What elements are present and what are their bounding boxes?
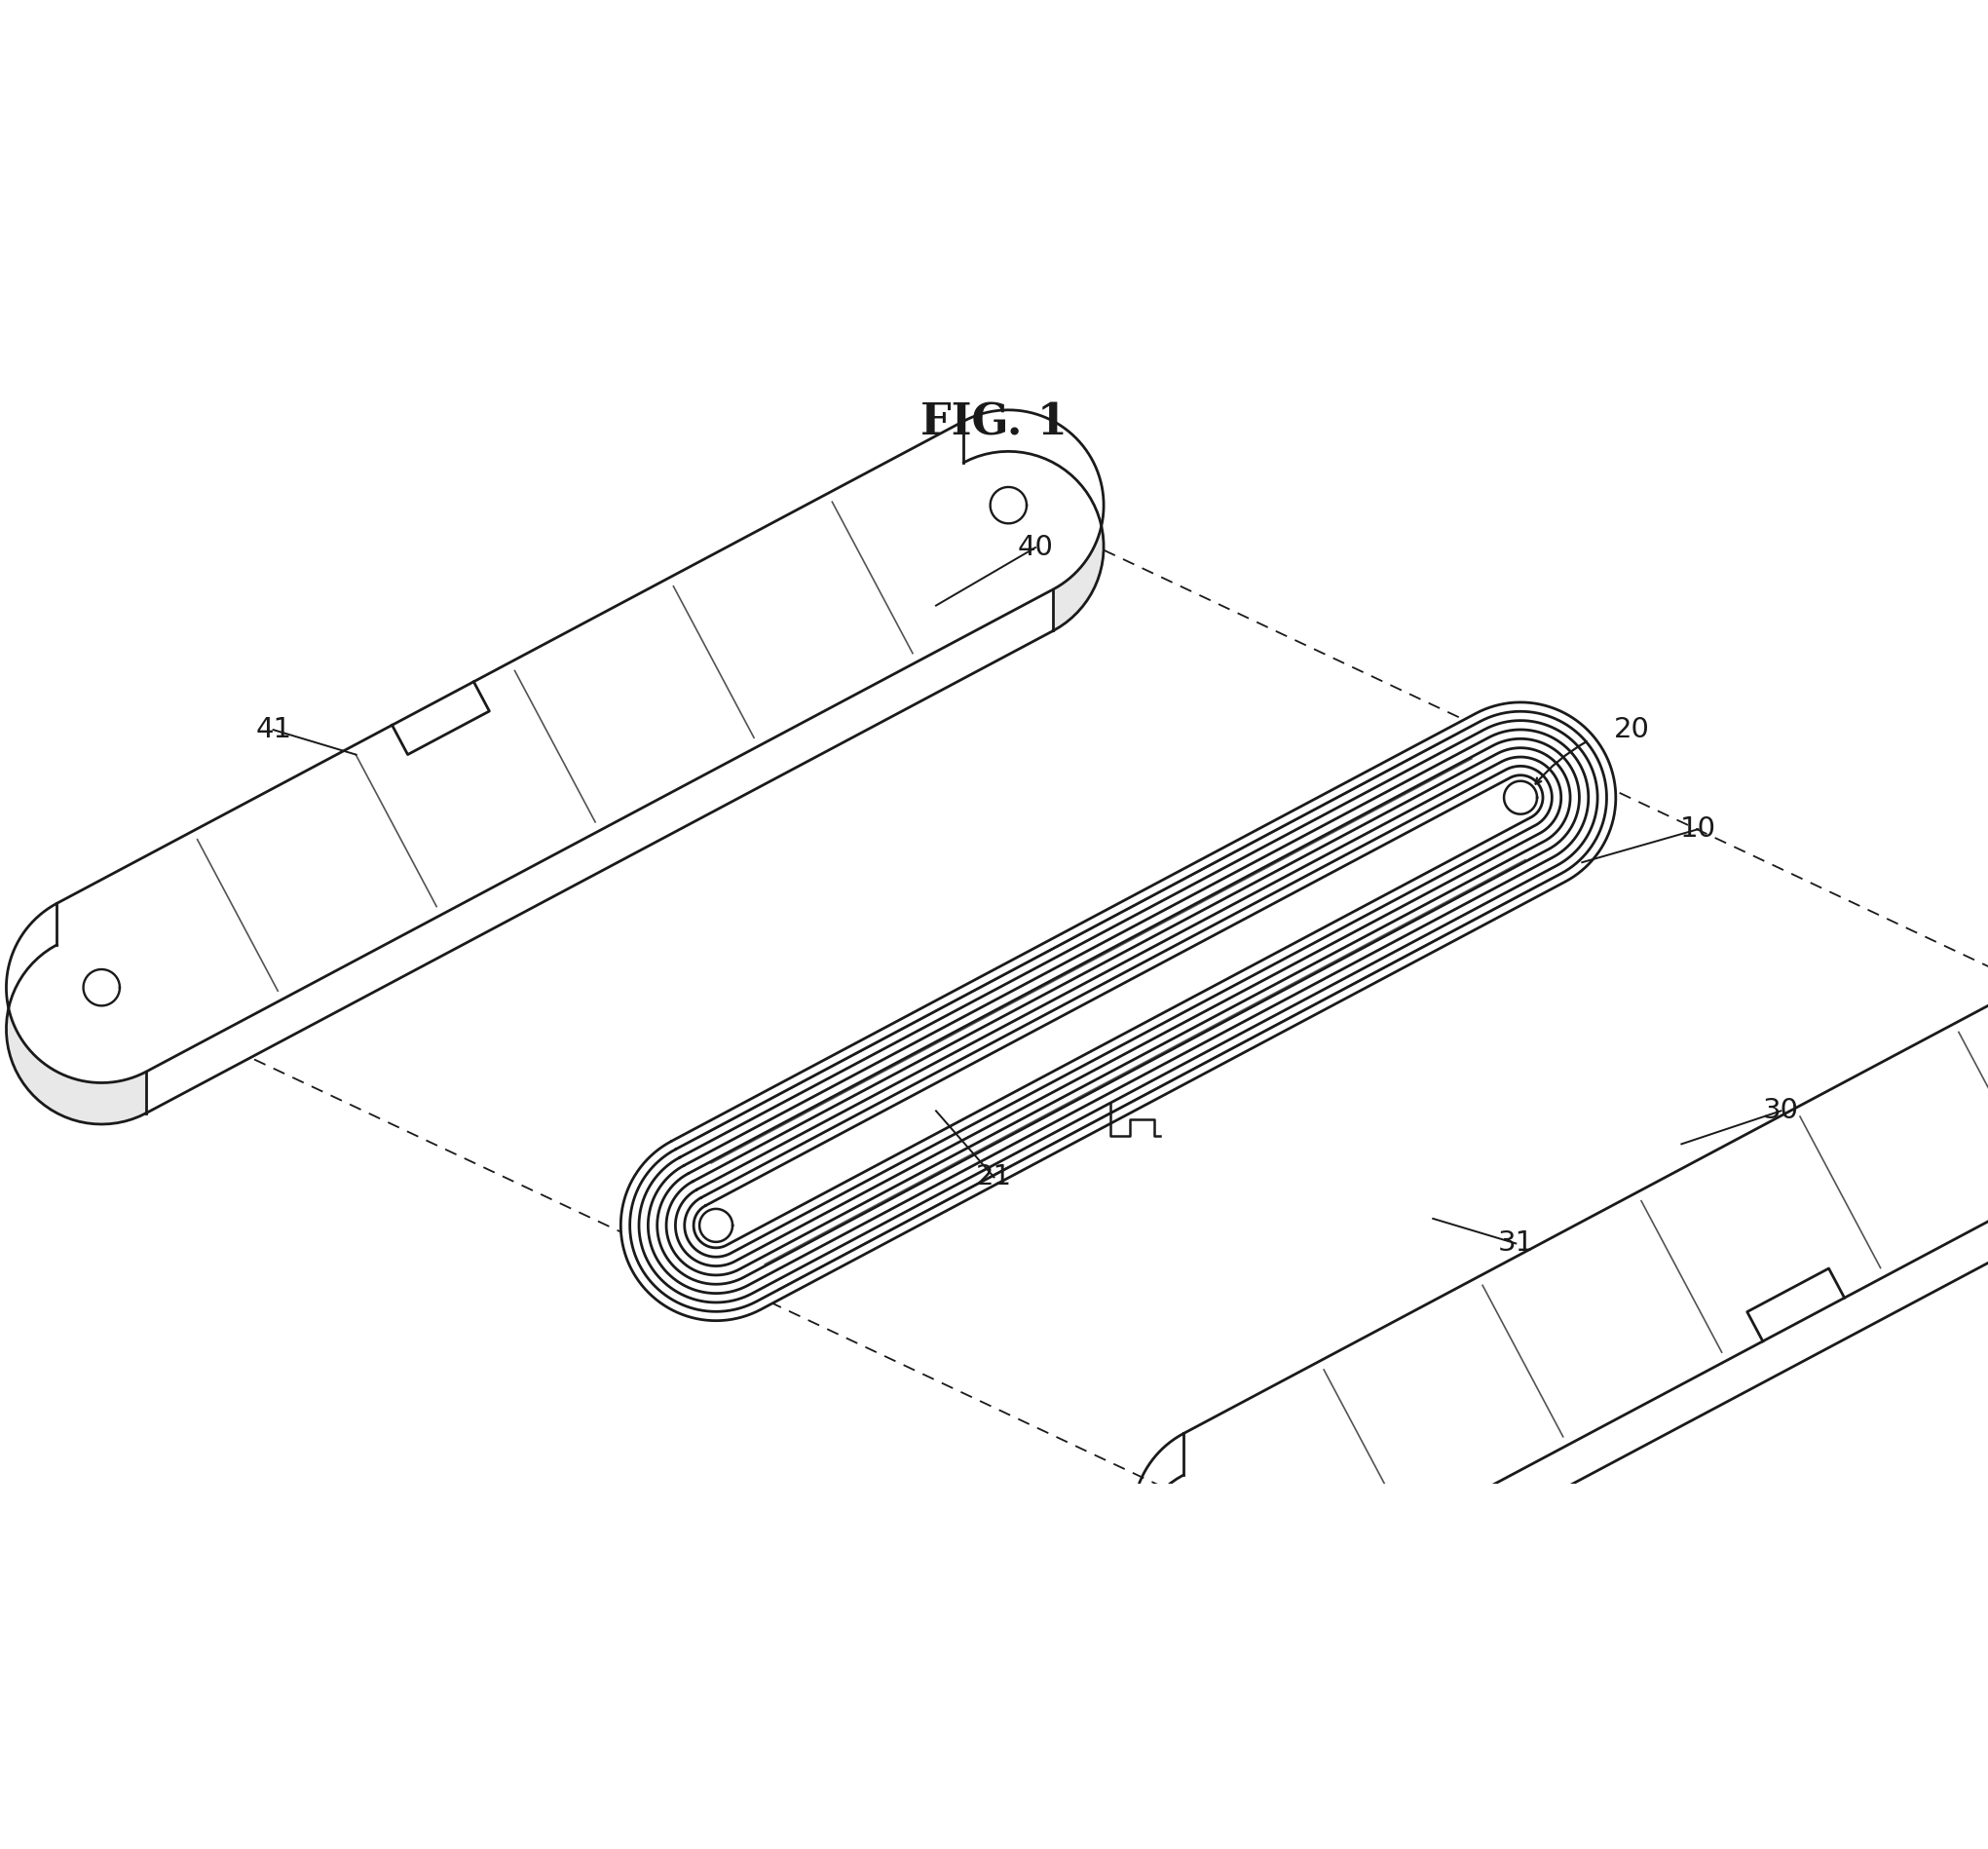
- Text: 10: 10: [1680, 815, 1716, 843]
- Polygon shape: [6, 451, 1103, 1124]
- Polygon shape: [620, 703, 1616, 1320]
- Text: 20: 20: [1614, 716, 1650, 743]
- Polygon shape: [684, 765, 1553, 1257]
- Polygon shape: [638, 721, 1598, 1302]
- Polygon shape: [658, 740, 1578, 1285]
- Polygon shape: [698, 780, 1539, 1243]
- Polygon shape: [666, 747, 1571, 1276]
- Text: 31: 31: [1497, 1230, 1535, 1257]
- Polygon shape: [648, 730, 1588, 1292]
- Polygon shape: [694, 775, 1543, 1248]
- Polygon shape: [6, 410, 1103, 1084]
- Polygon shape: [1133, 1433, 1272, 1655]
- Polygon shape: [1133, 939, 1988, 1612]
- Polygon shape: [630, 712, 1606, 1311]
- Text: 21: 21: [976, 1163, 1012, 1191]
- Polygon shape: [1133, 982, 1988, 1655]
- Text: 30: 30: [1763, 1096, 1799, 1124]
- Polygon shape: [676, 756, 1561, 1267]
- Text: FIG. 1: FIG. 1: [920, 403, 1068, 444]
- Text: 41: 41: [254, 716, 292, 743]
- Polygon shape: [964, 410, 1103, 631]
- Polygon shape: [6, 904, 147, 1124]
- Text: 40: 40: [1018, 534, 1054, 562]
